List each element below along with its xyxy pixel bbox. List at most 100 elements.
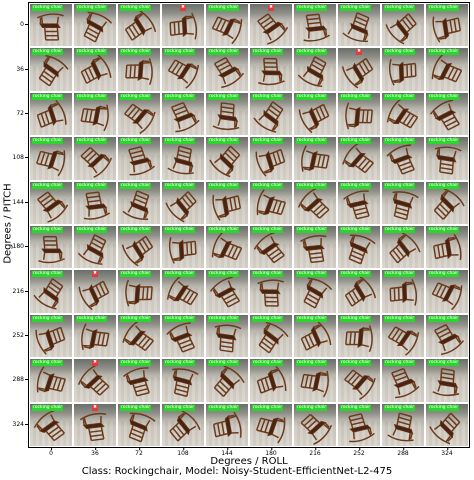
chair-image <box>212 411 242 438</box>
grid-cell: ✔rocking chair <box>250 181 292 224</box>
prediction-label: rocking chair <box>120 404 152 411</box>
chair-image <box>121 235 154 267</box>
prediction-label: rocking chair <box>32 404 64 411</box>
prediction-label: rocking chair <box>296 93 328 100</box>
grid-cell: ✔rocking chair <box>206 226 248 269</box>
prediction-label: rocking chair <box>208 271 240 278</box>
chair-image <box>36 150 66 177</box>
prediction-label: rocking chair <box>428 271 460 278</box>
chair-image <box>83 11 113 43</box>
grid-cell: ✔rocking chair <box>250 137 292 180</box>
grid-cell: ✔rocking chair <box>118 137 160 180</box>
chair-image <box>256 188 287 215</box>
floor-background <box>74 199 116 224</box>
chair-image <box>344 369 376 401</box>
grid-cell: ✔rocking chair <box>118 403 160 446</box>
prediction-label: rocking chair <box>120 360 152 367</box>
chair-image <box>36 366 66 393</box>
grid-cell: ✔rocking chair <box>250 48 292 91</box>
y-tick-label: 288 <box>12 376 29 384</box>
grid-cell: ✔rocking chair <box>30 181 72 224</box>
grid-cell: ✔rocking chair <box>162 92 204 136</box>
prediction-label: rocking chair <box>384 271 416 278</box>
grid-cell: ✔rocking chair <box>162 314 204 358</box>
grid-cell: ✔rocking chair <box>426 359 468 402</box>
prediction-label: rocking chair <box>340 360 372 367</box>
chair-image <box>391 368 420 399</box>
chair-image <box>166 322 196 353</box>
grid-cell: ✔rocking chair <box>338 137 380 180</box>
floor-background <box>162 199 204 224</box>
prediction-label: rocking chair <box>340 227 372 233</box>
prediction-label: rocking chair <box>164 138 196 145</box>
prediction-label: rocking chair <box>208 315 240 322</box>
chair-image <box>213 365 245 398</box>
prediction-label: rocking chair <box>428 138 460 145</box>
grid-cell: ✔rocking chair <box>250 359 292 402</box>
grid-cell: ✔rocking chair <box>250 314 292 358</box>
prediction-label: rocking chair <box>32 360 64 367</box>
y-tick-label: 0 <box>20 21 28 29</box>
prediction-label: rocking chair <box>164 315 196 322</box>
chair-image <box>257 13 289 45</box>
grid-cell: ✔rocking chair <box>382 48 424 91</box>
chair-image <box>209 145 241 178</box>
chair-image <box>298 103 330 133</box>
grid-cell: ✔rocking chair <box>294 92 336 136</box>
chair-image <box>303 13 330 42</box>
prediction-label: rocking chair <box>32 227 64 233</box>
chair-image <box>387 412 414 442</box>
grid-cell: ✔rocking chair <box>162 137 204 180</box>
chair-image <box>429 99 460 131</box>
x-tick-label: 144 <box>221 447 233 457</box>
grid-cell: ✔rocking chair <box>382 270 424 313</box>
prediction-label: rocking chair <box>76 49 108 56</box>
grid-cell: ✔rocking chair <box>338 359 380 402</box>
chair-image <box>300 413 333 445</box>
grid-cell: ✔rocking chair <box>30 314 72 358</box>
chair-image <box>253 101 284 133</box>
prediction-label: rocking chair <box>252 182 284 189</box>
prediction-label: rocking chair <box>384 360 416 367</box>
chair-image <box>77 234 107 265</box>
chair-image <box>342 12 370 43</box>
prediction-label: rocking chair <box>428 315 460 322</box>
x-tick-label: 72 <box>135 447 143 457</box>
grid-cell: ✔rocking chair <box>30 359 72 402</box>
y-tick-label: 108 <box>12 154 29 162</box>
prediction-label: rocking chair <box>164 49 196 56</box>
chair-image <box>79 412 107 441</box>
grid-cell: ✔rocking chair <box>206 359 248 402</box>
grid-cell: ✖ <box>250 4 292 47</box>
grid-cell: ✔rocking chair <box>338 181 380 224</box>
grid-cell: ✔rocking chair <box>426 4 468 47</box>
x-tick-label: 36 <box>91 447 99 457</box>
grid-cell: ✖ <box>74 270 116 313</box>
grid-cell: ✔rocking chair <box>426 137 468 180</box>
chair-image <box>124 10 157 41</box>
grid-cell: ✔rocking chair <box>162 359 204 402</box>
chair-image <box>123 367 150 397</box>
chair-image <box>389 279 418 307</box>
prediction-label: rocking chair <box>120 93 152 100</box>
chair-image <box>122 189 150 220</box>
chair-image <box>343 189 370 220</box>
floor-background <box>294 21 336 47</box>
chair-image <box>301 145 330 173</box>
grid-cell: ✔rocking chair <box>30 137 72 180</box>
prediction-label: rocking chair <box>428 5 460 11</box>
grid-cell: ✔rocking chair <box>30 92 72 136</box>
prediction-label: rocking chair <box>384 182 416 189</box>
chair-image <box>297 56 327 88</box>
chair-image <box>348 234 376 265</box>
prediction-label: rocking chair <box>252 271 284 278</box>
grid-cell: ✔rocking chair <box>426 270 468 313</box>
grid-cell: ✔rocking chair <box>294 48 336 91</box>
prediction-label: rocking chair <box>428 182 460 189</box>
grid-cell: ✔rocking chair <box>294 359 336 402</box>
chair-image <box>392 190 419 220</box>
prediction-label: rocking chair <box>296 49 328 56</box>
grid-cell: ✔rocking chair <box>426 181 468 224</box>
grid-cell: ✖ <box>74 403 116 446</box>
prediction-label: rocking chair <box>252 49 284 56</box>
